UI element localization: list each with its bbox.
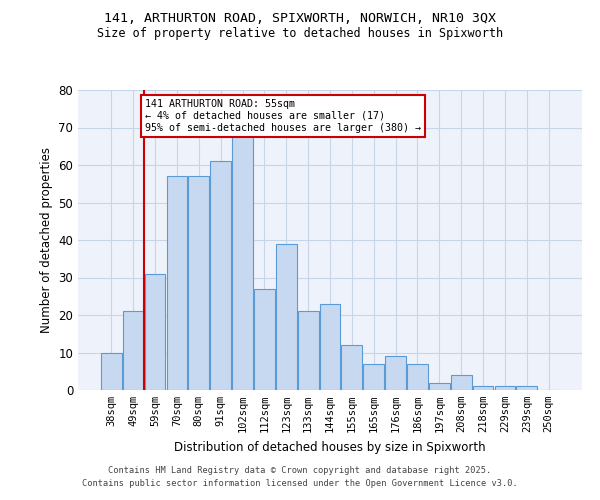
Bar xyxy=(254,289,275,390)
Y-axis label: Number of detached properties: Number of detached properties xyxy=(40,147,53,333)
Bar xyxy=(517,386,537,390)
Bar xyxy=(167,176,187,390)
Bar xyxy=(210,161,231,390)
Bar xyxy=(298,311,319,390)
Bar xyxy=(320,304,340,390)
Bar xyxy=(276,244,296,390)
Bar xyxy=(341,345,362,390)
X-axis label: Distribution of detached houses by size in Spixworth: Distribution of detached houses by size … xyxy=(174,440,486,454)
Bar xyxy=(451,375,472,390)
Bar xyxy=(145,274,166,390)
Bar xyxy=(407,364,428,390)
Text: 141 ARTHURTON ROAD: 55sqm
← 4% of detached houses are smaller (17)
95% of semi-d: 141 ARTHURTON ROAD: 55sqm ← 4% of detach… xyxy=(145,100,421,132)
Bar xyxy=(123,311,143,390)
Bar xyxy=(232,135,253,390)
Bar xyxy=(101,352,122,390)
Text: Size of property relative to detached houses in Spixworth: Size of property relative to detached ho… xyxy=(97,28,503,40)
Bar xyxy=(385,356,406,390)
Bar xyxy=(473,386,493,390)
Bar xyxy=(494,386,515,390)
Text: 141, ARTHURTON ROAD, SPIXWORTH, NORWICH, NR10 3QX: 141, ARTHURTON ROAD, SPIXWORTH, NORWICH,… xyxy=(104,12,496,26)
Bar xyxy=(364,364,384,390)
Text: Contains HM Land Registry data © Crown copyright and database right 2025.
Contai: Contains HM Land Registry data © Crown c… xyxy=(82,466,518,487)
Bar xyxy=(188,176,209,390)
Bar xyxy=(429,382,450,390)
